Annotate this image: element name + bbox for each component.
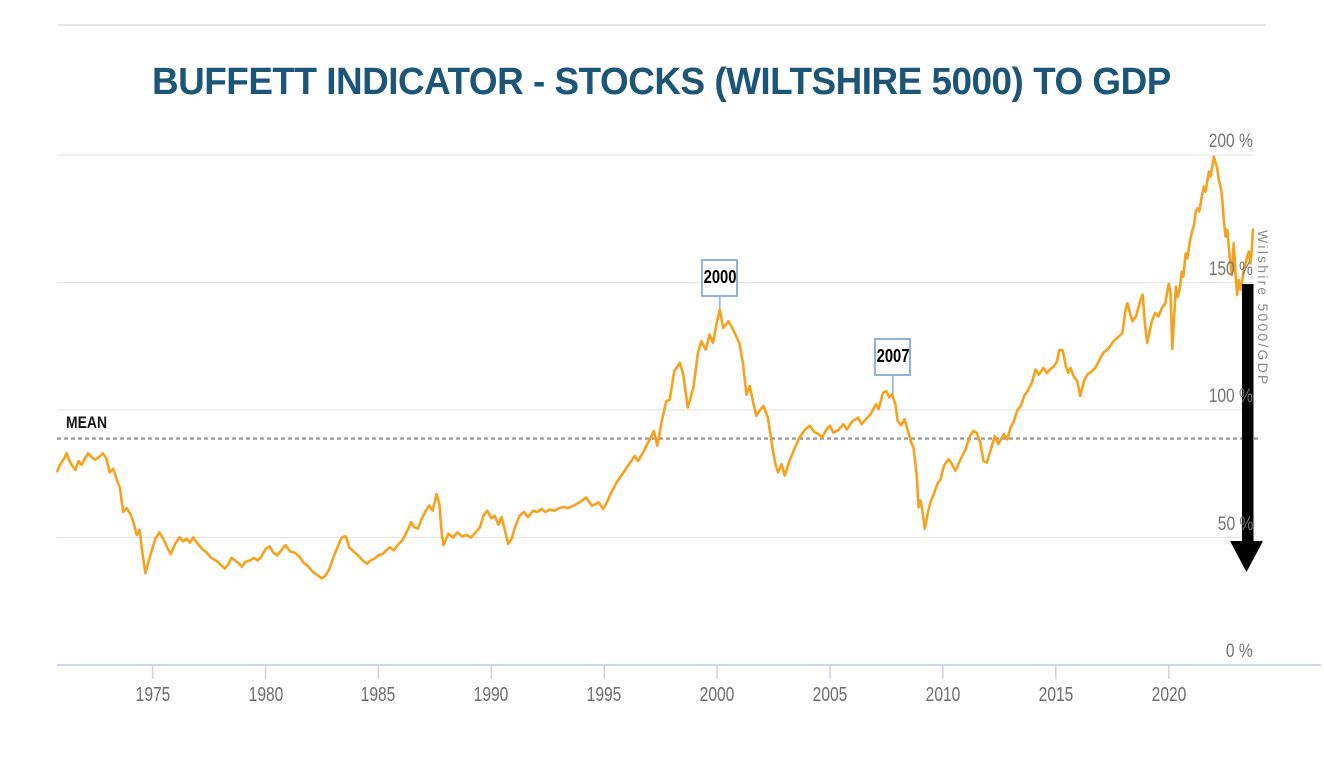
annotation-callout: 2007 [874, 337, 912, 376]
x-tick-label: 2020 [1151, 684, 1187, 706]
x-tick-label: 1985 [361, 684, 396, 706]
x-tick-label: 2010 [925, 684, 961, 706]
x-tick-label: 1980 [248, 684, 283, 706]
y-tick-label: 100 % [1208, 386, 1253, 407]
annotation-label: 2007 [876, 346, 910, 367]
down-arrow-icon [1230, 541, 1263, 572]
x-tick-label: 2000 [699, 684, 735, 706]
annotation-label: 2000 [703, 267, 737, 288]
y-tick-label: 0 % [1226, 641, 1253, 662]
x-tick-label: 2015 [1038, 684, 1074, 706]
x-tick-label: 1995 [586, 684, 622, 706]
x-tick-label: 1990 [473, 684, 509, 706]
indicator-line-series [55, 155, 1255, 580]
mean-line-label: MEAN [66, 413, 108, 432]
y-axis-title: Wilshire 5000/GDP [1255, 230, 1271, 387]
x-tick-label: 1975 [135, 684, 170, 706]
y-tick-label: 150 % [1208, 258, 1253, 280]
y-tick-label: 200 % [1208, 131, 1253, 152]
down-arrow-shaft [1242, 284, 1254, 542]
y-tick-label: 50 % [1217, 513, 1253, 535]
page-title: BUFFETT INDICATOR - STOCKS (WILTSHIRE 50… [152, 61, 1171, 103]
annotation-callout: 2000 [701, 258, 739, 297]
x-tick-label: 2005 [812, 684, 848, 706]
